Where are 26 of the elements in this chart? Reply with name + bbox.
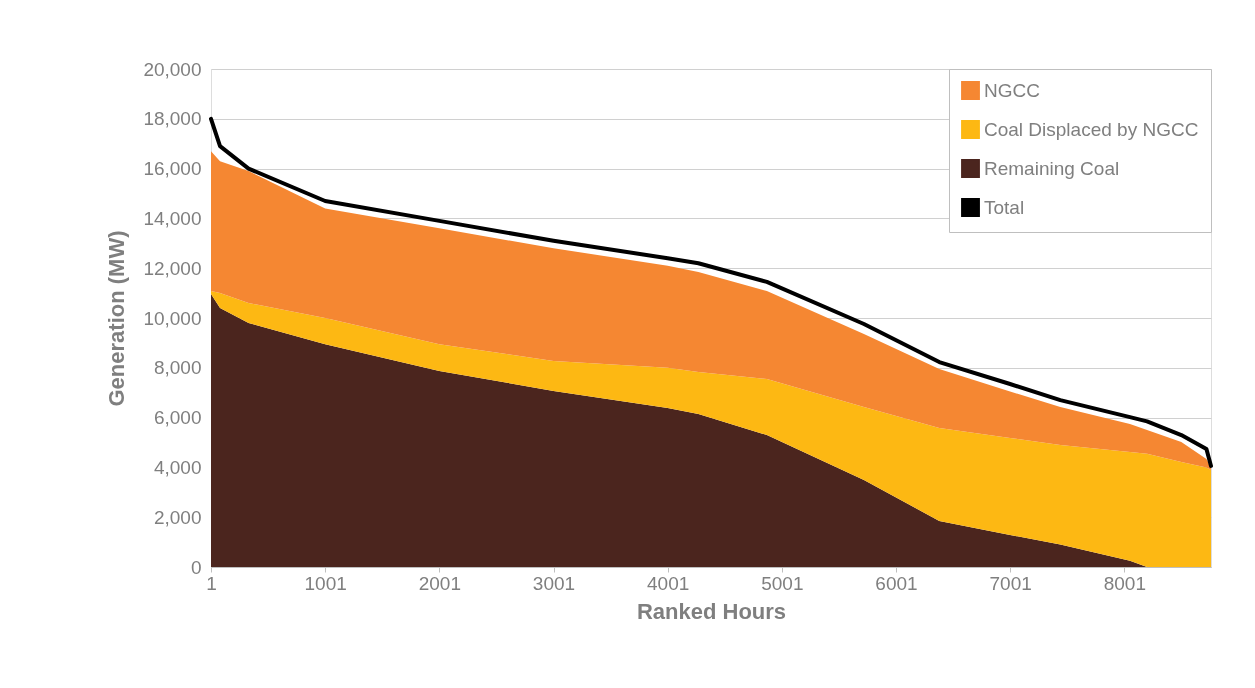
legend-label: Coal Displaced by NGCC: [984, 118, 1199, 140]
y-tick-label: 6,000: [153, 407, 202, 429]
y-tick-label: 4,000: [153, 456, 202, 478]
x-tick-label: 1: [206, 572, 217, 594]
x-tick-label: 3001: [532, 572, 576, 594]
y-tick-label: 2,000: [153, 506, 202, 528]
y-tick-label: 0: [190, 556, 202, 578]
y-tick-label: 18,000: [143, 108, 202, 130]
x-tick-label: 2001: [418, 572, 461, 594]
y-axis-title: Generation (MW): [104, 230, 130, 407]
y-tick-label: 20,000: [143, 58, 202, 80]
y-tick-label: 16,000: [143, 158, 202, 180]
x-tick-label: 1001: [304, 572, 347, 594]
x-tick-label: 8001: [1103, 572, 1146, 594]
x-tick-label: 4001: [647, 572, 690, 594]
x-tick-label: 5001: [761, 572, 804, 594]
x-tick-label: 6001: [875, 572, 918, 594]
legend-label: NGCC: [984, 79, 1040, 101]
y-tick-label: 8,000: [153, 357, 202, 379]
x-tick-label: 7001: [989, 572, 1032, 594]
y-tick-label: 12,000: [143, 257, 202, 279]
x-axis-title: Ranked Hours: [636, 598, 787, 624]
legend-label: Total: [984, 196, 1025, 218]
y-tick-label: 10,000: [143, 307, 202, 329]
legend-label: Remaining Coal: [984, 157, 1120, 179]
y-tick-label: 14,000: [143, 207, 202, 229]
